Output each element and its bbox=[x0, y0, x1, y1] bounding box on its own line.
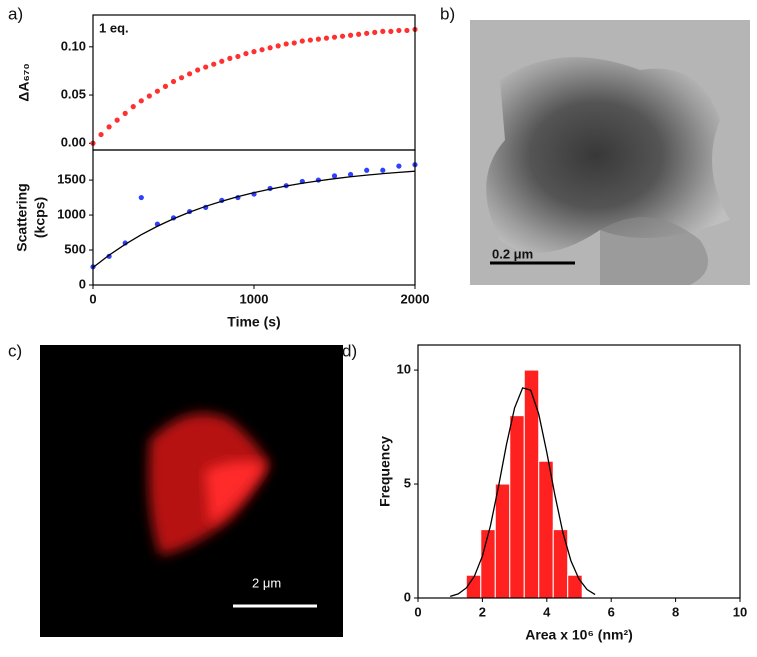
data-point bbox=[331, 173, 338, 179]
data-point bbox=[356, 31, 362, 37]
data-point bbox=[339, 33, 346, 39]
bar bbox=[494, 483, 511, 599]
y-tick-label: 0 bbox=[79, 276, 86, 291]
data-point bbox=[227, 55, 233, 61]
data-point bbox=[106, 124, 112, 130]
data-point bbox=[178, 75, 185, 81]
y-tick-label: 0.00 bbox=[61, 135, 86, 150]
x-tick-label: 4 bbox=[543, 604, 551, 619]
x-tick-label: 10 bbox=[733, 604, 747, 619]
data-point bbox=[380, 167, 386, 173]
data-point bbox=[251, 49, 257, 55]
axes-frame bbox=[417, 344, 741, 599]
data-point bbox=[315, 36, 321, 42]
data-point bbox=[162, 83, 169, 89]
tem-image: 0.2 μm bbox=[470, 20, 750, 285]
data-point bbox=[259, 47, 265, 53]
fit-line bbox=[92, 170, 416, 269]
axes-frame bbox=[92, 149, 416, 286]
data-point bbox=[243, 50, 249, 57]
y-axis-label: (kcps) bbox=[32, 197, 48, 238]
x-tick-label: 6 bbox=[608, 604, 615, 619]
data-point bbox=[219, 58, 225, 64]
y-tick-label: 0.05 bbox=[61, 86, 86, 101]
y-axis-label: ΔA₆₇₀ bbox=[16, 63, 32, 101]
data-point bbox=[364, 30, 370, 36]
data-point bbox=[291, 40, 297, 46]
y-tick-label: 1000 bbox=[57, 206, 86, 221]
y-tick-label: 5 bbox=[404, 475, 411, 490]
y-tick-label: 10 bbox=[397, 362, 411, 377]
data-point bbox=[275, 43, 281, 49]
bar bbox=[523, 369, 540, 599]
data-point bbox=[122, 110, 128, 116]
x-tick-label: 0 bbox=[89, 291, 96, 306]
fluorescence-image: 2 μm bbox=[40, 345, 343, 637]
data-point bbox=[396, 163, 402, 169]
fit-line bbox=[450, 387, 596, 598]
data-point bbox=[364, 167, 370, 173]
panel-label: c) bbox=[8, 341, 22, 360]
data-point bbox=[372, 29, 378, 35]
x-tick-label: 1000 bbox=[240, 291, 269, 306]
data-point bbox=[396, 27, 402, 34]
data-point bbox=[380, 28, 386, 34]
data-point bbox=[138, 194, 144, 201]
data-point bbox=[348, 171, 354, 178]
data-point bbox=[130, 104, 136, 110]
x-tick-label: 8 bbox=[672, 604, 679, 619]
panel-label: b) bbox=[440, 4, 455, 23]
data-point bbox=[404, 27, 410, 34]
data-point bbox=[211, 61, 217, 67]
data-point bbox=[203, 64, 209, 70]
y-axis-label: Scattering bbox=[14, 183, 30, 251]
data-point bbox=[195, 67, 201, 73]
data-point bbox=[187, 71, 193, 77]
data-point bbox=[331, 34, 338, 40]
data-point bbox=[114, 117, 120, 123]
x-tick-label: 0 bbox=[414, 604, 421, 619]
data-point bbox=[146, 93, 152, 99]
data-point bbox=[299, 38, 305, 44]
data-point bbox=[235, 53, 241, 60]
y-tick-label: 1500 bbox=[57, 172, 86, 187]
data-point bbox=[348, 32, 354, 38]
data-point bbox=[388, 28, 394, 34]
bar bbox=[509, 415, 525, 599]
data-point bbox=[98, 131, 104, 138]
bar bbox=[538, 460, 554, 599]
data-point bbox=[122, 240, 128, 246]
data-point bbox=[154, 88, 160, 94]
data-point bbox=[267, 45, 273, 51]
panel-label: a) bbox=[8, 4, 23, 23]
scale-bar-label: 0.2 μm bbox=[492, 246, 533, 261]
data-point bbox=[323, 35, 330, 41]
data-point bbox=[170, 78, 177, 85]
x-axis-label: Time (s) bbox=[227, 314, 280, 330]
scale-bar-label: 2 μm bbox=[252, 575, 281, 590]
y-tick-label: 500 bbox=[64, 241, 86, 256]
x-axis-label: Area x 10⁶ (nm²) bbox=[525, 627, 633, 643]
data-point bbox=[307, 37, 313, 43]
panel-label: d) bbox=[342, 341, 357, 360]
x-tick-label: 2 bbox=[479, 604, 486, 619]
bar bbox=[480, 529, 496, 599]
data-point bbox=[283, 41, 289, 47]
data-point bbox=[138, 98, 144, 104]
y-tick-label: 0.10 bbox=[61, 38, 86, 53]
y-axis-label: Frequency bbox=[377, 436, 393, 507]
bar bbox=[567, 574, 583, 599]
y-tick-label: 0 bbox=[404, 589, 411, 604]
annotation: 1 eq. bbox=[99, 20, 129, 35]
x-tick-label: 2000 bbox=[401, 291, 430, 306]
